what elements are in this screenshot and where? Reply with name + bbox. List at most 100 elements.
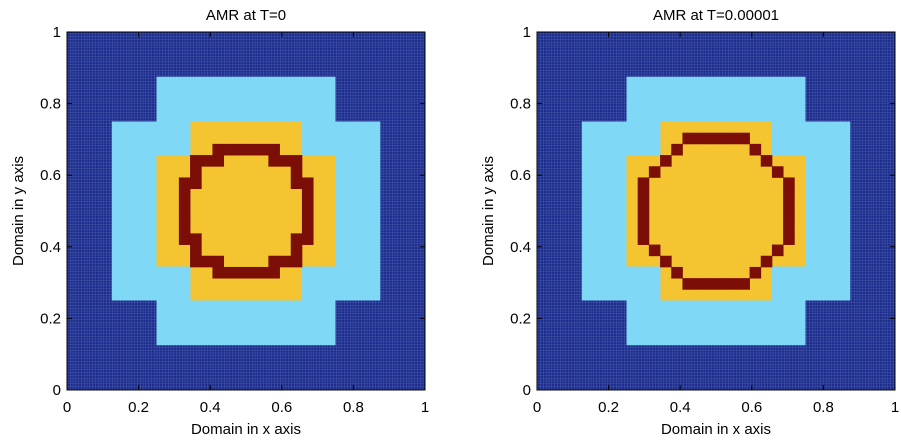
ring-cell [290,255,303,268]
ring-cell [749,143,762,156]
ring-cell [257,143,269,156]
ring-cell [637,177,650,190]
x-tick-label: 0.4 [670,399,691,416]
ring-cell [783,211,795,223]
ring-cell [246,143,258,156]
ring-cell [290,233,303,245]
x-tick-label: 0.6 [271,399,292,416]
ring-cell [234,143,247,156]
ring-cell [760,155,773,167]
y-tick-label: 0.6 [510,167,531,184]
x-tick-label: 0 [533,399,541,416]
ring-cell [290,177,303,190]
ring-cell [301,222,314,234]
ring-cell [190,177,202,190]
chart-title: AMR at T=0.00001 [653,7,779,24]
y-tick-label: 0 [53,382,61,399]
ring-cell [682,132,695,145]
y-tick-label: 1 [523,24,531,41]
ring-cell [783,222,795,234]
ring-cell [212,155,225,167]
chart-panel-1: 00 0.2 0.2 0.4 0.4 0.6 0.6 0.8 0.8 1 1 AMR at T=0 Do… [10,7,429,438]
x-tick-label: 1 [421,399,429,416]
ring-cell [212,266,225,279]
ring-cell [716,278,728,290]
ring-cell [783,177,795,190]
ring-cell [771,166,784,178]
y-axis-label: Domain in y axis [480,156,497,266]
mesh-level-3-ring [637,132,795,290]
ring-cell [201,155,213,167]
ring-cell [738,278,750,290]
ring-cell [637,199,650,212]
ring-cell [268,143,280,156]
ring-cell [771,244,784,257]
chart-panel-2: 00 0.2 0.2 0.4 0.4 0.6 0.6 0.8 0.8 1 1 AMR at T=0.0… [480,7,899,438]
ring-cell [268,255,280,268]
ring-cell [783,233,795,245]
ring-cell [693,132,706,145]
ring-cell [290,244,303,257]
ring-cell [783,199,795,212]
ring-cell [212,143,225,156]
ring-cell [178,211,191,223]
x-tick-label: 0 [63,399,71,416]
ring-cell [212,255,225,268]
ring-cell [178,199,191,212]
x-axis-label: Domain in x axis [661,421,771,438]
y-axis-label: Domain in y axis [10,156,27,266]
ring-cell [201,255,213,268]
ring-cell [648,244,661,257]
ring-cell [178,177,191,190]
ring-cell [682,278,695,290]
ring-cell [738,132,750,145]
ring-cell [279,155,292,167]
ring-cell [637,188,650,201]
ring-cell [257,266,269,279]
ring-cell [727,278,739,290]
ring-cell [648,166,661,178]
ring-cell [637,233,650,245]
ring-cell [190,166,202,178]
ring-cell [783,188,795,201]
y-tick-label: 0.2 [510,310,531,327]
ring-cell [727,132,739,145]
x-axis-label: Domain in x axis [191,421,301,438]
ring-cell [290,166,303,178]
ring-cell [637,211,650,223]
y-tick-label: 0.4 [510,239,531,256]
y-tick-label: 0.2 [40,310,61,327]
ring-cell [223,143,236,156]
y-tick-label: 0.4 [40,239,61,256]
ring-cell [760,255,773,268]
ring-cell [268,266,280,279]
ring-cell [223,266,236,279]
axes-frame [66,31,426,391]
ring-cell [301,199,314,212]
ring-cell [190,155,202,167]
ring-cell [190,233,202,245]
ring-cell [190,244,202,257]
x-tick-label: 0.8 [343,399,364,416]
axes-frame [536,31,896,391]
mesh-level-3-ring [178,143,314,279]
ring-cell [671,266,683,279]
ring-cell [178,188,191,201]
x-tick-label: 0.6 [741,399,762,416]
ring-cell [268,155,280,167]
x-tick-label: 1 [891,399,899,416]
ring-cell [246,266,258,279]
ring-cell [301,188,314,201]
ring-cell [301,177,314,190]
ring-cell [190,255,202,268]
ring-cell [637,222,650,234]
ring-cell [178,233,191,245]
y-tick-label: 0.6 [40,167,61,184]
y-tick-label: 0.8 [40,96,61,113]
ring-cell [660,255,672,268]
ring-cell [301,233,314,245]
ring-cell [290,155,303,167]
ring-cell [704,278,717,290]
x-tick-label: 0.8 [813,399,834,416]
x-tick-label: 0.2 [598,399,619,416]
